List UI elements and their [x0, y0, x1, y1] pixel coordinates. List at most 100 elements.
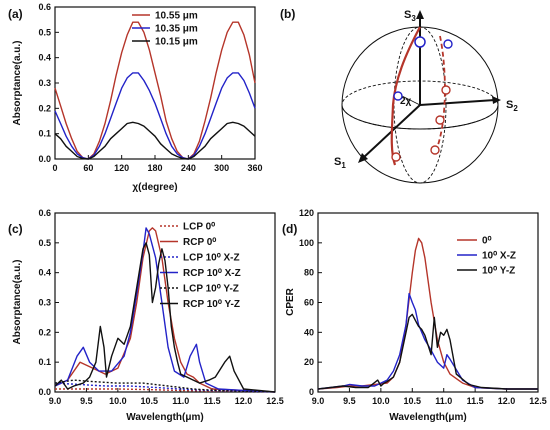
y-tick-label: 40 [304, 327, 314, 337]
panel-a: (a) 0 60 120 180 240 300 360 0.0 0.1 0.2 0.3 0.4 0.5… [8, 2, 263, 193]
y-tick-label: 0.6 [38, 208, 51, 218]
legend-label-0: 10.55 μm [155, 11, 198, 22]
state-marker-red-1 [441, 85, 451, 95]
legend-label-1: 10.35 μm [155, 24, 198, 35]
x-tick-label: 12.5 [266, 396, 284, 406]
legend-label-2: LCP 10⁰ X-Z [183, 253, 240, 264]
y-tick-label: 0.6 [38, 2, 51, 12]
panel-d: (d) 9.0 9.5 10.0 10.5 11.0 11.5 12.0 12.5 0 20 40 6… [282, 208, 547, 423]
s3-arrowhead [416, 10, 424, 19]
state-marker-red-2 [435, 115, 445, 125]
x-tick-label: 11.5 [204, 396, 221, 406]
s3-label: S3 [404, 9, 416, 23]
legend-label-2: 10⁰ Y-Z [482, 266, 515, 277]
series-line-1 [317, 292, 538, 390]
y-tick-label: 0.4 [38, 53, 51, 63]
x-tick-label: 12.0 [235, 396, 253, 406]
series-line-2 [54, 121, 256, 160]
series-line-1 [54, 227, 276, 393]
legend-label-2: 10.15 μm [155, 37, 198, 48]
legend-label-1: 10⁰ X-Z [482, 251, 516, 262]
panel-a-ylabel: Absorptance(a.u.) [12, 40, 23, 125]
legend-label-5: RCP 10⁰ Y-Z [183, 299, 240, 310]
y-tick-label: 0 [309, 387, 314, 397]
y-tick-label: 0.5 [38, 27, 51, 37]
x-tick-label: 11.0 [435, 396, 452, 406]
s2-axis [419, 99, 496, 106]
polarization-trace-front [390, 26, 421, 166]
panel-d-ylabel: CPER [285, 287, 296, 316]
panel-c: (c) 9.0 9.5 10.0 10.5 11.0 11.5 12.0 12.5 0.0 0.1… [8, 208, 284, 423]
x-tick-label: 11.0 [172, 396, 189, 406]
y-tick-label: 80 [304, 268, 314, 278]
state-marker-top [414, 36, 426, 48]
series-line-3 [54, 227, 276, 393]
panel-c-ylabel: Absorptance(a.u.) [12, 259, 23, 344]
x-tick-label: 9.0 [312, 396, 325, 406]
y-tick-label: 0.4 [38, 268, 51, 278]
y-tick-label: 0.1 [38, 129, 51, 139]
chi-angle-label: 2χ [400, 96, 412, 107]
y-tick-label: 0.5 [38, 238, 51, 248]
x-tick-label: 10.0 [372, 396, 390, 406]
panel-d-plot: 9.0 9.5 10.0 10.5 11.0 11.5 12.0 12.5 0 20 40 60 80 1… [299, 208, 547, 406]
panel-a-plot: 0 60 120 180 240 300 360 0.0 0.1 0.2 0.3 0.4 0.5 0.6 1… [38, 2, 262, 173]
s2-label: S2 [506, 99, 518, 113]
x-tick-label: 9.5 [343, 396, 356, 406]
panel-label-c: (c) [8, 222, 23, 236]
y-tick-label: 100 [299, 238, 314, 248]
series-line-0 [55, 388, 276, 393]
x-tick-label: 10.0 [109, 396, 127, 406]
panel-d-xlabel: Wavelength(μm) [389, 412, 466, 423]
y-tick-label: 0.3 [38, 298, 51, 308]
s1-arrowhead [358, 153, 368, 163]
panel-b: (b) 2χ S3 S2 S1 [280, 7, 518, 184]
x-tick-label: 10.5 [404, 396, 422, 406]
panel-c-xlabel: Wavelength(μm) [126, 412, 203, 423]
s2-arrowhead [492, 96, 501, 104]
series-line-2 [317, 313, 538, 390]
panel-d-frame [317, 212, 539, 393]
y-tick-label: 0.0 [38, 387, 51, 397]
x-tick-label: 300 [214, 163, 229, 173]
x-tick-label: 12.5 [529, 396, 547, 406]
x-tick-label: 0 [52, 163, 57, 173]
y-tick-label: 60 [304, 298, 314, 308]
x-tick-label: 240 [181, 163, 196, 173]
y-tick-label: 0.1 [38, 357, 51, 367]
s1-label: S1 [334, 156, 346, 170]
state-marker-blue-right [443, 39, 453, 49]
y-tick-label: 0.3 [38, 78, 51, 88]
y-tick-label: 0.2 [38, 103, 51, 113]
panel-label-d: (d) [282, 222, 297, 236]
legend-label-3: RCP 10⁰ X-Z [183, 268, 241, 279]
series-line-4 [54, 379, 276, 393]
panel-label-a: (a) [8, 7, 23, 21]
state-marker-blue-left [393, 91, 403, 101]
x-tick-label: 9.5 [80, 396, 93, 406]
series-line-5 [54, 242, 276, 393]
x-tick-label: 120 [114, 163, 129, 173]
state-marker-red-4 [430, 145, 440, 155]
y-tick-label: 0.0 [38, 154, 51, 164]
legend-label-0: 0⁰ [482, 236, 492, 247]
series-line-0 [317, 237, 538, 390]
legend-label-4: LCP 10⁰ Y-Z [183, 284, 239, 295]
y-tick-label: 120 [299, 208, 314, 218]
state-marker-red-3 [391, 152, 401, 162]
sphere-equator-front [341, 104, 499, 130]
x-tick-label: 11.5 [467, 396, 484, 406]
series-line-1 [54, 72, 256, 160]
x-tick-label: 360 [247, 163, 262, 173]
panel-label-b: (b) [280, 7, 295, 21]
x-tick-label: 180 [147, 163, 162, 173]
x-tick-label: 9.0 [49, 396, 62, 406]
panel-a-xlabel: χ(degree) [132, 182, 177, 193]
legend-label-0: LCP 0⁰ [183, 222, 215, 233]
panel-c-plot: 9.0 9.5 10.0 10.5 11.0 11.5 12.0 12.5 0.0 0.1 0.2 0… [38, 208, 283, 406]
x-tick-label: 60 [83, 163, 93, 173]
chi-ray [399, 94, 421, 106]
legend-label-1: RCP 0⁰ [183, 237, 216, 248]
x-tick-label: 10.5 [141, 396, 159, 406]
